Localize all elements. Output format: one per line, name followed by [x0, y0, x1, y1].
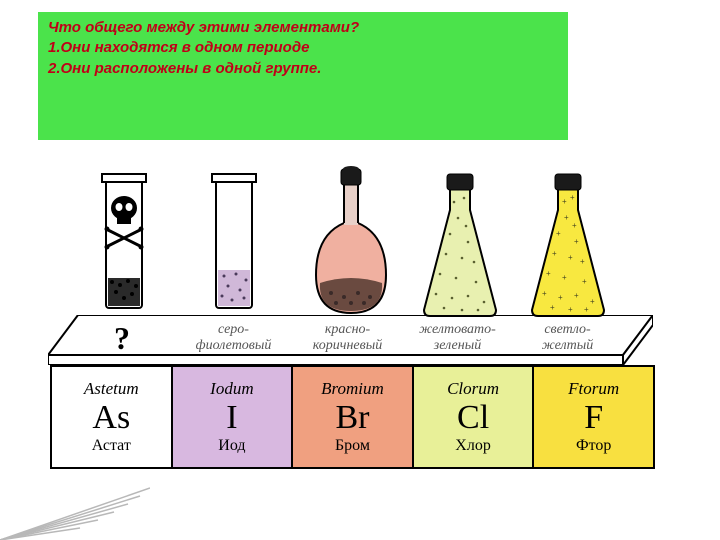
label-ftor-color: светло-желтый	[510, 322, 625, 354]
el-latin: Clorum	[447, 379, 499, 399]
svg-text:+: +	[558, 293, 563, 302]
svg-text:+: +	[568, 305, 573, 314]
el-russian: Астат	[92, 437, 131, 455]
element-box-f: Ftorum F Фтор	[532, 365, 655, 469]
el-russian: Хлор	[455, 437, 491, 455]
svg-text:+: +	[552, 249, 557, 258]
chemistry-figure: ++++ ++++ ++++ ++++ +++ ? серо-фиолетовы…	[48, 150, 653, 490]
element-box-cl: Clorum Cl Хлор	[412, 365, 535, 469]
svg-text:+: +	[550, 303, 555, 312]
el-symbol: I	[226, 401, 237, 435]
banner-line3: 2.Они расположены в одной группе.	[48, 59, 558, 79]
svg-text:+: +	[562, 273, 567, 282]
svg-text:+: +	[542, 289, 547, 298]
question-banner: Что общего между этими элементами? 1.Они…	[38, 12, 568, 140]
vessel-brom	[306, 165, 396, 320]
label-iod-color: серо-фиолетовый	[176, 322, 291, 354]
vessel-ftor: ++++ ++++ ++++ ++++ +++	[526, 170, 610, 320]
svg-text:+: +	[546, 269, 551, 278]
label-chlor-color: желтовато-зеленый	[400, 322, 515, 354]
svg-text:+: +	[564, 213, 569, 222]
el-symbol: Cl	[457, 401, 489, 435]
label-brom-color: красно-коричневый	[290, 322, 405, 354]
svg-text:+: +	[568, 253, 573, 262]
element-box-as: Astetum As Астат	[50, 365, 173, 469]
svg-text:+: +	[584, 305, 589, 314]
el-latin: Iodum	[210, 379, 253, 399]
el-russian: Фтор	[576, 437, 611, 455]
label-astat-question: ?	[114, 320, 130, 357]
svg-text:+: +	[580, 257, 585, 266]
el-latin: Astetum	[84, 379, 139, 399]
el-latin: Bromium	[321, 379, 384, 399]
svg-text:+: +	[572, 221, 577, 230]
corner-decoration	[0, 470, 150, 540]
el-latin: Ftorum	[568, 379, 619, 399]
svg-text:+: +	[562, 197, 567, 206]
svg-text:+: +	[574, 237, 579, 246]
svg-text:+: +	[582, 277, 587, 286]
svg-text:+: +	[590, 297, 595, 306]
vessel-astat	[96, 170, 152, 320]
vessel-iod	[206, 170, 262, 320]
vessel-chlor	[418, 170, 502, 320]
svg-text:+: +	[574, 291, 579, 300]
banner-line1: Что общего между этими элементами?	[48, 18, 558, 38]
element-box-i: Iodum I Иод	[171, 365, 294, 469]
banner-line2: 1.Они находятся в одном периоде	[48, 38, 558, 58]
el-russian: Бром	[335, 437, 370, 455]
element-box-br: Bromium Br Бром	[291, 365, 414, 469]
el-symbol: As	[92, 401, 130, 435]
svg-text:+: +	[556, 229, 561, 238]
el-russian: Иод	[218, 437, 245, 455]
vessels-row: ++++ ++++ ++++ ++++ +++	[48, 150, 653, 350]
element-row: Astetum As Астат Iodum I Иод Bromium Br …	[50, 365, 655, 469]
el-symbol: F	[584, 401, 603, 435]
el-symbol: Br	[335, 401, 369, 435]
svg-text:+: +	[570, 193, 575, 202]
